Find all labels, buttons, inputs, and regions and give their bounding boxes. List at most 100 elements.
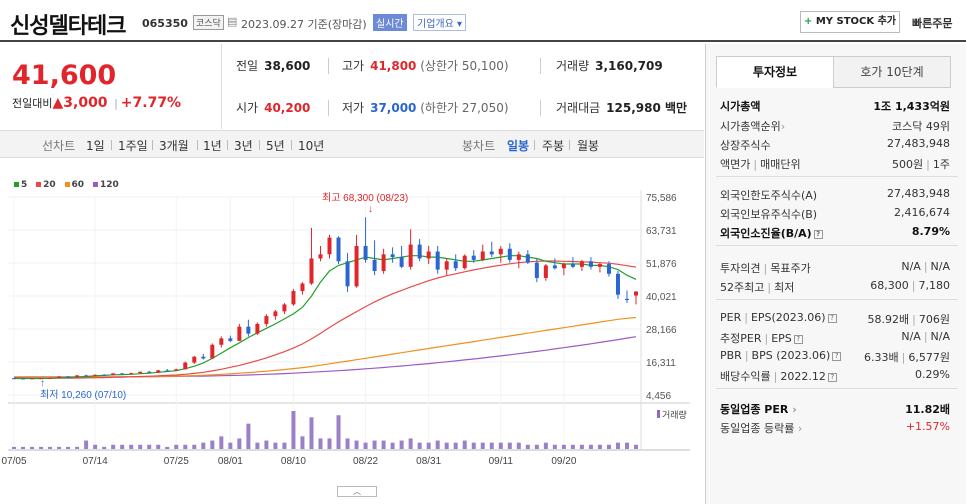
period-1day[interactable]: 1일: [86, 139, 105, 153]
period-10year[interactable]: 10년: [298, 139, 325, 153]
volume-bar: [66, 446, 71, 449]
help-icon[interactable]: ?: [827, 372, 837, 382]
y-tick-label: 16,311: [646, 358, 676, 369]
candle-body: [264, 316, 269, 324]
volume-bar: [111, 444, 116, 449]
period-1year[interactable]: 1년: [203, 139, 222, 153]
volume-bar: [129, 444, 134, 449]
volume-bar: [327, 438, 332, 449]
candle-body: [489, 251, 494, 255]
period-3year[interactable]: 3년: [234, 139, 253, 153]
candle-body: [228, 338, 233, 341]
candle-body: [102, 374, 107, 376]
my-stock-add-button[interactable]: + MY STOCK 추가: [800, 11, 900, 33]
volume-bar: [579, 444, 584, 449]
period-5year[interactable]: 5년: [266, 139, 285, 153]
volume-bar: [336, 415, 341, 449]
candle-body: [111, 373, 116, 376]
line-chart-label: 선차트: [42, 139, 76, 153]
candle-body: [408, 244, 413, 267]
candle-daily[interactable]: 일봉: [507, 139, 530, 153]
high-annotation: 최고 68,300 (08/23): [322, 192, 408, 204]
candle-body: [93, 374, 98, 376]
volume-bar: [102, 446, 107, 449]
prev-close: 전일 38,600: [236, 59, 311, 73]
up-arrow-icon: ▲: [52, 95, 64, 111]
volume-bar: [597, 444, 602, 449]
candle-body: [183, 362, 188, 370]
candle-body: [552, 265, 557, 269]
ma5-line: [14, 255, 637, 380]
volume-bar: [300, 436, 305, 449]
help-icon[interactable]: ?: [832, 351, 842, 361]
volume-bar: [291, 411, 296, 449]
volume-bar: [12, 446, 16, 449]
volume-bar: [354, 440, 359, 449]
volume-bar: [516, 442, 521, 449]
low-price: 저가 37,000 (하한가 27,050): [342, 101, 509, 115]
help-icon[interactable]: ?: [827, 313, 837, 323]
candle-body: [12, 378, 16, 380]
candle-body: [516, 254, 521, 260]
x-tick-label: 09/20: [551, 456, 576, 467]
volume-bar: [489, 442, 494, 449]
volume-bar: [84, 440, 89, 449]
tab-orderbook[interactable]: 호가 10단계: [833, 56, 951, 88]
volume-bar: [183, 444, 188, 449]
candle-body: [597, 264, 602, 267]
candle-body: [237, 326, 242, 341]
candle-body: [48, 377, 53, 379]
volume-bar: [165, 446, 170, 449]
listed-shares-row: 상장주식수 27,483,948: [720, 137, 950, 152]
candle-body: [390, 254, 395, 258]
quick-order-link[interactable]: 빠른주문: [912, 17, 953, 30]
candle-body: [381, 254, 386, 272]
ma-legend: 5 20 60 120: [14, 180, 125, 190]
volume-bar: [561, 444, 566, 449]
candle-body: [579, 261, 584, 267]
candle-body: [534, 262, 539, 278]
candle-weekly[interactable]: 주봉: [542, 139, 565, 153]
company-overview-dropdown[interactable]: 기업개요 ▾: [413, 14, 466, 31]
candle-body: [66, 376, 71, 378]
sector-change-row[interactable]: 동일업종 등락률 › +1.57%: [720, 420, 950, 435]
period-1week[interactable]: 1주일: [118, 139, 148, 153]
price-change: 전일대비▲3,000 | +7.77%: [12, 95, 182, 111]
candle-body: [129, 373, 134, 375]
stock-name: 신성델타테크: [10, 14, 126, 39]
market-badge: 코스닥: [193, 15, 224, 30]
chevron-up-icon: ︿: [353, 487, 361, 496]
candle-body: [21, 378, 26, 380]
x-tick-label: 08/22: [353, 456, 378, 467]
volume-bar: [498, 442, 503, 449]
period-3month[interactable]: 3개월: [159, 139, 189, 153]
stock-code: 065350: [142, 17, 188, 30]
sector-per-row[interactable]: 동일업종 PER › 11.82배: [720, 403, 950, 416]
volume-bar: [120, 444, 125, 449]
volume-bar: [48, 446, 53, 449]
help-icon[interactable]: ?: [793, 334, 803, 344]
volume-bar: [570, 444, 575, 449]
trade-amount: 거래대금 125,980 백만: [556, 101, 688, 115]
volume-bar: [634, 444, 638, 449]
market-cap-rank-row[interactable]: 시가총액순위› 코스닥 49위: [720, 120, 950, 133]
volume-bar: [282, 442, 287, 449]
candle-body: [480, 251, 485, 260]
volume-bar: [390, 442, 395, 449]
collapse-chart-button[interactable]: ︿: [337, 486, 377, 497]
volume-bar: [93, 444, 98, 449]
opinion-row: 투자의견 | 목표주가 N/A | N/A: [720, 260, 950, 275]
help-icon[interactable]: ?: [813, 229, 823, 239]
candle-body: [570, 264, 575, 267]
tab-investment-info[interactable]: 투자정보: [716, 56, 834, 88]
volume-bar: [471, 442, 476, 449]
candle-body: [372, 259, 377, 272]
candle-body: [453, 261, 458, 269]
candle-body: [156, 370, 161, 373]
volume-bar: [552, 444, 557, 449]
candle-body: [174, 369, 179, 371]
volume-bar: [624, 442, 629, 449]
price-chart[interactable]: 75,586 63,731 51,876 40,021 28,166 16,311 4,45…: [0, 160, 704, 490]
candle-monthly[interactable]: 월봉: [577, 139, 600, 153]
realtime-button[interactable]: 실시간: [373, 14, 407, 31]
